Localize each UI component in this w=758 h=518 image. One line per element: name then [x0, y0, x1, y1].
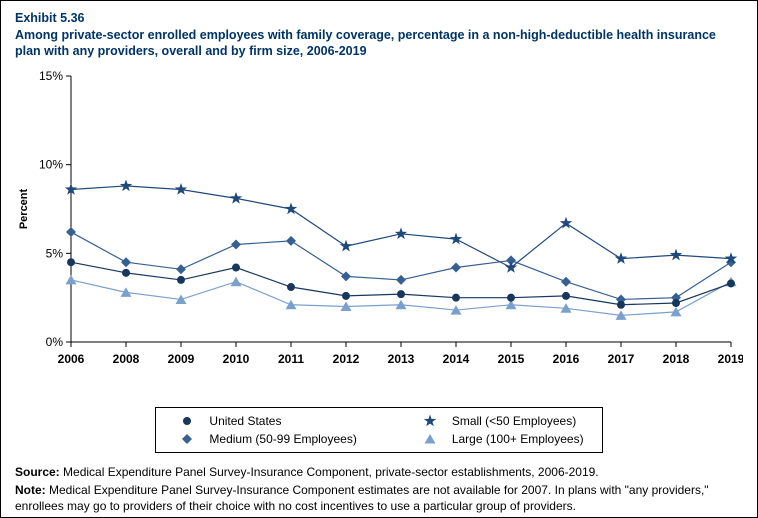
- series-marker: [669, 248, 683, 260]
- svg-text:15%: 15%: [39, 69, 63, 83]
- series-marker: [339, 239, 353, 251]
- line-chart: 0% 5% 10% 15% 2006 2008 2009 2010 2011 2012 2013 20…: [18, 69, 745, 366]
- series-marker: [232, 263, 240, 272]
- svg-text:0%: 0%: [46, 335, 64, 349]
- svg-text:2017: 2017: [608, 352, 635, 366]
- series-marker: [287, 282, 295, 291]
- note-text: Medical Expenditure Panel Survey-Insuran…: [15, 483, 709, 513]
- series-marker: [727, 278, 735, 287]
- series-marker: [340, 301, 352, 311]
- series-marker: [423, 414, 437, 426]
- legend-item-label: Medium (50-99 Employees): [209, 431, 357, 446]
- series-marker: [396, 274, 406, 285]
- series-marker: [183, 416, 192, 425]
- series-marker: [397, 289, 405, 298]
- series-marker: [504, 260, 518, 273]
- series-marker: [119, 178, 133, 191]
- series-marker: [724, 251, 738, 264]
- svg-text:2011: 2011: [278, 352, 304, 366]
- note-label: Note:: [15, 483, 46, 498]
- legend-item-label: United States: [209, 413, 282, 428]
- source-text: Medical Expenditure Panel Survey-Insuran…: [59, 464, 599, 479]
- svg-text:5%: 5%: [46, 246, 64, 260]
- series-marker: [65, 274, 77, 284]
- svg-text:2008: 2008: [113, 352, 140, 366]
- series-marker: [285, 299, 297, 309]
- series-marker: [561, 276, 571, 287]
- series-marker: [394, 226, 408, 239]
- legend: United States Small (<50 Employees) Medi…: [155, 406, 603, 453]
- source-label: Source:: [15, 464, 60, 479]
- series-marker: [615, 309, 627, 320]
- series-marker: [64, 182, 78, 195]
- series-marker: [451, 262, 461, 273]
- source-note: Source: Medical Expenditure Panel Survey…: [15, 465, 743, 515]
- series-marker: [395, 299, 407, 309]
- svg-text:2016: 2016: [553, 352, 580, 366]
- svg-text:2012: 2012: [333, 352, 360, 366]
- svg-text:2019: 2019: [718, 352, 743, 366]
- svg-text:2015: 2015: [498, 352, 525, 366]
- series-marker: [284, 202, 298, 214]
- series-marker: [177, 275, 185, 284]
- series-marker: [671, 292, 681, 303]
- star-marker-icon: [423, 414, 437, 426]
- series-marker: [449, 232, 463, 244]
- legend-item-medium: Medium (50-99 Employees): [174, 431, 357, 446]
- svg-text:10%: 10%: [39, 157, 63, 171]
- series-marker: [229, 191, 243, 204]
- series-line: [70, 231, 732, 300]
- series-marker: [67, 257, 75, 266]
- legend-item-small: Small (<50 Employees): [417, 414, 584, 428]
- series-marker: [450, 304, 462, 315]
- series-line: [70, 184, 732, 268]
- source-line: Source: Medical Expenditure Panel Survey…: [15, 465, 743, 481]
- series-marker: [560, 302, 572, 313]
- series-marker: [182, 433, 193, 444]
- diamond-marker-icon: [182, 433, 193, 444]
- series-marker: [342, 291, 350, 300]
- legend-item-united-states: United States: [174, 414, 356, 428]
- series-marker: [506, 254, 516, 265]
- series-marker: [617, 300, 625, 309]
- exhibit-number: Exhibit 5.36: [15, 11, 85, 25]
- series-marker: [505, 299, 517, 309]
- series-marker: [507, 293, 515, 302]
- series-marker: [230, 276, 242, 286]
- series-marker: [672, 298, 680, 307]
- chart-title: Among private-sector enrolled employees …: [15, 28, 716, 59]
- svg-text:2013: 2013: [388, 352, 415, 366]
- series-marker: [559, 216, 573, 228]
- series-marker: [424, 433, 436, 443]
- triangle-marker-icon: [424, 433, 436, 443]
- legend-item-large: Large (100+ Employees): [417, 432, 584, 446]
- series-marker: [175, 293, 187, 304]
- svg-text:2010: 2010: [223, 352, 250, 366]
- legend-item-label: Small (<50 Employees): [451, 413, 577, 428]
- series-marker: [122, 268, 130, 277]
- series-marker: [231, 238, 241, 249]
- legend-item-label: Large (100+ Employees): [451, 431, 584, 446]
- series-marker: [452, 293, 460, 302]
- series-marker: [120, 286, 132, 297]
- series-marker: [562, 291, 570, 300]
- y-axis-label: Percent: [18, 188, 30, 229]
- svg-text:2009: 2009: [168, 352, 195, 366]
- series-marker: [670, 306, 682, 316]
- series-marker: [176, 263, 186, 274]
- svg-text:2006: 2006: [58, 352, 85, 366]
- series-marker: [614, 251, 628, 264]
- svg-text:2018: 2018: [663, 352, 690, 366]
- series-marker: [66, 226, 76, 237]
- series-marker: [121, 256, 131, 267]
- chart-area: 0% 5% 10% 15% 2006 2008 2009 2010 2011 2012 2013 20…: [15, 62, 745, 387]
- series-marker: [341, 270, 351, 281]
- series-marker: [286, 235, 296, 246]
- series-marker: [174, 182, 188, 195]
- note-line: Note: Medical Expenditure Panel Survey-I…: [15, 483, 743, 514]
- svg-text:2014: 2014: [443, 352, 470, 366]
- circle-marker-icon: [183, 416, 192, 425]
